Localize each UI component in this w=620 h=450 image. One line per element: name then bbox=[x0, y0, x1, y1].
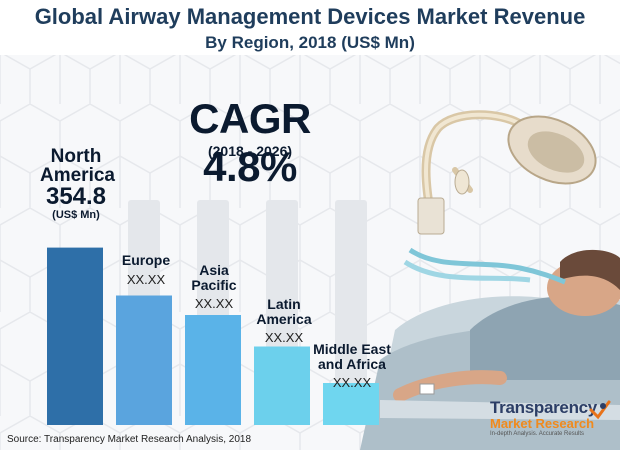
source-note: Source: Transparency Market Research Ana… bbox=[7, 434, 252, 445]
patient-illustration bbox=[360, 247, 620, 450]
logo-line1: Transparency bbox=[490, 398, 597, 417]
bar-label-latin-america-line1: Latin bbox=[267, 296, 301, 312]
bar-value-asia-pacific: XX.XX bbox=[194, 296, 234, 311]
bar-value-europe: XX.XX bbox=[126, 272, 166, 287]
chart-subtitle: By Region, 2018 (US$ Mn) bbox=[205, 33, 415, 52]
bar-value-unit: (US$ Mn) bbox=[52, 209, 100, 221]
company-logo: Transparency Market Research In-depth An… bbox=[490, 398, 612, 437]
bar-label-north-america-line1: North bbox=[50, 146, 102, 167]
bar-label-asia-pacific-line1: Asia bbox=[199, 262, 229, 278]
logo-line2: Market Research bbox=[490, 416, 595, 431]
bar-value-latin-america: XX.XX bbox=[264, 330, 304, 345]
bar-label-mea-line1: Middle East bbox=[313, 341, 391, 357]
bar-label-asia-pacific-line2: Pacific bbox=[191, 277, 237, 293]
bar-value-mea: XX.XX bbox=[332, 375, 372, 390]
bar-label-north-america-line2: America bbox=[40, 165, 115, 186]
bar-label-latin-america-line2: America bbox=[256, 311, 312, 327]
bar-asia-pacific bbox=[185, 315, 241, 425]
bar-europe bbox=[116, 295, 172, 425]
cagr-value: CAGR 4.8% bbox=[189, 95, 311, 190]
bar-north-america bbox=[47, 247, 103, 425]
bar-backdrop bbox=[335, 200, 367, 425]
checkmark-icon bbox=[589, 400, 611, 420]
cagr-period: (2018 - 2026) bbox=[207, 143, 293, 159]
chart-title: Global Airway Management Devices Market … bbox=[34, 4, 586, 29]
bar-label-mea-line2: and Africa bbox=[318, 356, 386, 372]
bar-middle-east-and-africa bbox=[323, 383, 379, 425]
logo-tagline: In-depth Analysis. Accurate Results bbox=[490, 431, 585, 437]
bar-latin-america bbox=[254, 346, 310, 425]
bar-label-europe: Europe bbox=[121, 252, 171, 268]
bar-value-north-america: 354.8 bbox=[45, 183, 107, 210]
airway-device-image bbox=[417, 110, 597, 235]
